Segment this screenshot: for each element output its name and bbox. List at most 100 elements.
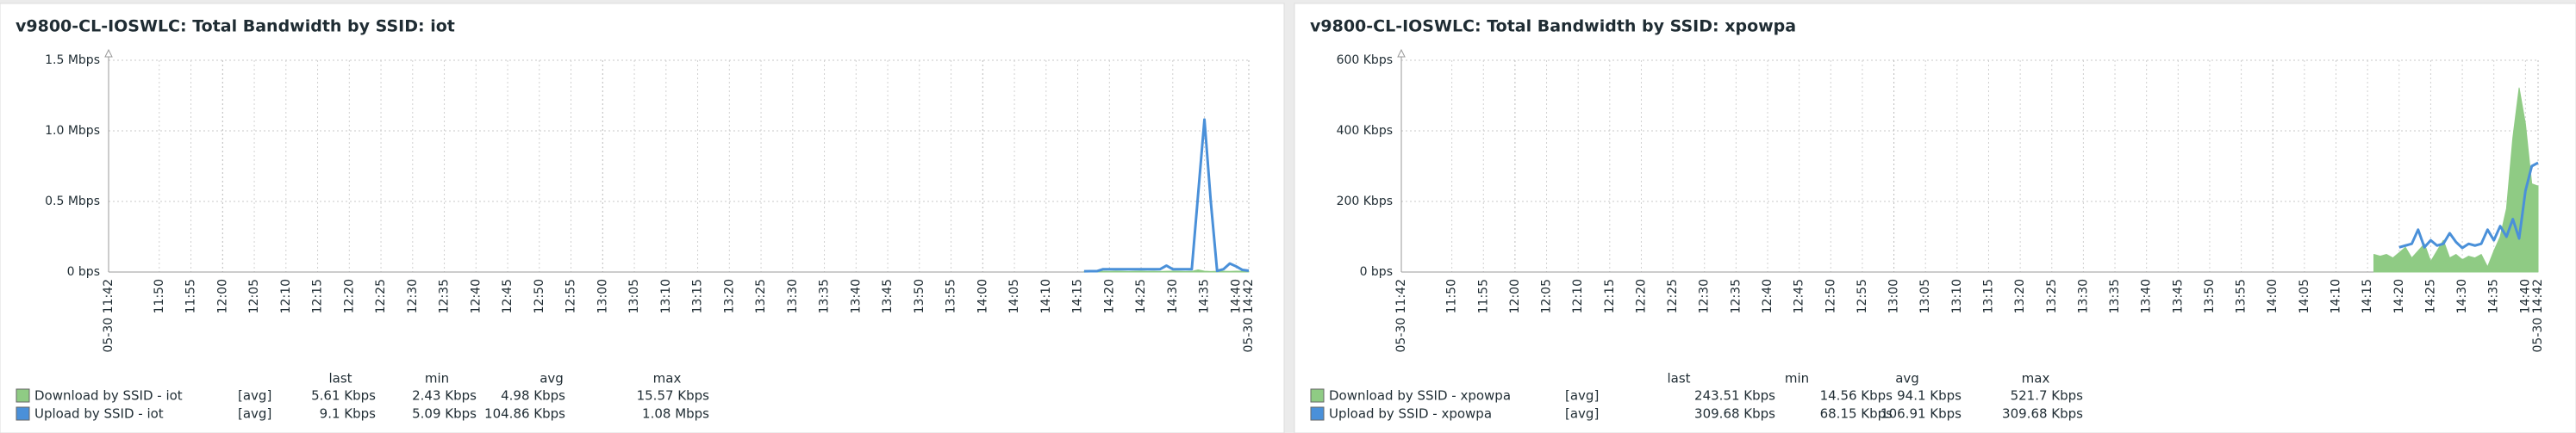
area-series xyxy=(1083,269,1250,273)
y-tick-label: 0 bps xyxy=(1360,265,1393,279)
y-tick-label: 400 Kbps xyxy=(1337,124,1393,138)
legend-header: min xyxy=(425,371,449,387)
x-tick-label: 14:35 xyxy=(1198,279,1212,313)
legend-func: [avg] xyxy=(1565,388,1599,404)
x-tick-label: 13:55 xyxy=(2235,279,2249,313)
legend-stat: 9.1 Kbps xyxy=(320,406,377,422)
legend-label: Download by SSID - xpowpa xyxy=(1329,388,1511,404)
panel xyxy=(0,3,1285,433)
x-tick-label: 12:00 xyxy=(1508,279,1522,313)
x-tick-label: 11:50 xyxy=(1445,279,1459,313)
axis-arrow xyxy=(1397,48,1406,58)
legend-stat: 243.51 Kbps xyxy=(1694,388,1775,404)
y-tick-label: 200 Kbps xyxy=(1337,195,1393,208)
legend-stat: 15.57 Kbps xyxy=(637,388,710,404)
graph: 0 bps 200 Kbps 400 Kbps 600 Kbps 05-30 11:42… xyxy=(1310,48,2545,422)
x-tick-label: 12:50 xyxy=(533,279,546,313)
legend-header: last xyxy=(328,371,352,387)
x-tick-label: 11:55 xyxy=(1476,279,1490,313)
y-tick-label: 0.5 Mbps xyxy=(45,195,100,208)
x-tick-label: 12:55 xyxy=(1856,279,1869,313)
line-series xyxy=(1083,118,1250,273)
legend-stat: 1.08 Mbps xyxy=(642,406,709,422)
x-tick-label: 05-30 11:42 xyxy=(1394,279,1408,352)
x-tick-label: 13:45 xyxy=(2171,279,2185,313)
legend-header: avg xyxy=(1895,371,1919,387)
legend-stat: 309.68 Kbps xyxy=(1694,406,1775,422)
legend-header: min xyxy=(1785,371,1809,387)
x-tick-label: 14:15 xyxy=(2361,279,2374,313)
legend-header: avg xyxy=(540,371,564,387)
legend-swatch xyxy=(1310,406,1325,421)
x-tick-label: 13:15 xyxy=(691,279,705,313)
x-tick-label: 12:15 xyxy=(1603,279,1617,313)
legend-stat: 14.56 Kbps xyxy=(1820,388,1893,404)
x-tick-label: 14:15 xyxy=(1071,279,1085,313)
panel-title: v9800-CL-IOSWLC: Total Bandwidth by SSID… xyxy=(1310,17,1796,36)
legend-swatch xyxy=(16,388,30,403)
legend-swatch xyxy=(1310,388,1325,403)
legend-swatch xyxy=(16,406,30,421)
legend-stat: 106.91 Kbps xyxy=(1881,406,1962,422)
x-tick-label: 14:05 xyxy=(2298,279,2311,313)
legend-header: max xyxy=(653,371,682,387)
x-tick-label: 14:25 xyxy=(1134,279,1148,313)
legend-stat: 309.68 Kbps xyxy=(2002,406,2083,422)
panel xyxy=(1294,3,2576,433)
x-tick-label: 05-30 11:42 xyxy=(102,279,115,352)
legend-stat: 4.98 Kbps xyxy=(501,388,565,404)
x-tick-label: 12:15 xyxy=(311,279,325,313)
x-tick-label: 05-30 14:42 xyxy=(2531,279,2545,352)
legend-stat: 68.15 Kbps xyxy=(1820,406,1893,422)
x-tick-label: 14:25 xyxy=(2423,279,2437,313)
x-tick-label: 12:45 xyxy=(1793,279,1806,313)
legend-stat: 94.1 Kbps xyxy=(1897,388,1962,404)
x-tick-label: 14:40 xyxy=(2518,279,2532,313)
x-tick-label: 13:05 xyxy=(1918,279,1932,313)
legend-stat: 521.7 Kbps xyxy=(2011,388,2084,404)
x-tick-label: 13:20 xyxy=(2013,279,2027,313)
x-tick-label: 13:50 xyxy=(2203,279,2217,313)
x-tick-label: 13:05 xyxy=(627,279,641,313)
legend-func: [avg] xyxy=(238,406,271,422)
axis-arrow xyxy=(104,48,113,58)
y-tick-label: 1.5 Mbps xyxy=(45,53,100,67)
x-tick-label: 12:45 xyxy=(501,279,515,313)
x-tick-label: 13:10 xyxy=(659,279,673,313)
line-series xyxy=(2398,161,2539,250)
legend-stat: 2.43 Kbps xyxy=(412,388,477,404)
legend-func: [avg] xyxy=(238,388,271,404)
x-tick-label: 13:30 xyxy=(2076,279,2090,313)
x-tick-label: 12:20 xyxy=(1634,279,1648,313)
x-tick-label: 12:35 xyxy=(438,279,452,313)
legend-label: Upload by SSID - iot xyxy=(34,406,164,422)
x-tick-label: 14:00 xyxy=(2266,279,2280,313)
x-tick-label: 12:25 xyxy=(1666,279,1680,313)
x-tick-label: 13:35 xyxy=(2108,279,2122,313)
x-tick-label: 12:30 xyxy=(406,279,420,313)
x-tick-label: 12:35 xyxy=(1729,279,1743,313)
x-tick-label: 12:25 xyxy=(374,279,388,313)
legend-stat: 104.86 Kbps xyxy=(484,406,565,422)
legend-func: [avg] xyxy=(1565,406,1599,422)
legend-stat: 5.09 Kbps xyxy=(412,406,477,422)
x-tick-label: 13:30 xyxy=(786,279,800,313)
x-tick-label: 13:10 xyxy=(1950,279,1964,313)
x-tick-label: 14:20 xyxy=(2392,279,2406,313)
x-tick-label: 05-30 14:42 xyxy=(1242,279,1256,352)
x-tick-label: 13:00 xyxy=(596,279,609,313)
x-tick-label: 14:35 xyxy=(2487,279,2501,313)
x-tick-label: 12:05 xyxy=(1540,279,1554,313)
x-tick-label: 12:40 xyxy=(469,279,483,313)
x-tick-label: 12:40 xyxy=(1761,279,1775,313)
x-tick-label: 12:20 xyxy=(342,279,356,313)
legend-header: max xyxy=(2022,371,2050,387)
legend-header: last xyxy=(1667,371,1690,387)
y-tick-label: 1.0 Mbps xyxy=(45,124,100,138)
x-tick-label: 13:55 xyxy=(945,279,958,313)
x-tick-label: 14:05 xyxy=(1007,279,1021,313)
x-tick-label: 12:50 xyxy=(1824,279,1837,313)
x-tick-label: 13:25 xyxy=(2045,279,2059,313)
x-tick-label: 11:50 xyxy=(153,279,166,313)
